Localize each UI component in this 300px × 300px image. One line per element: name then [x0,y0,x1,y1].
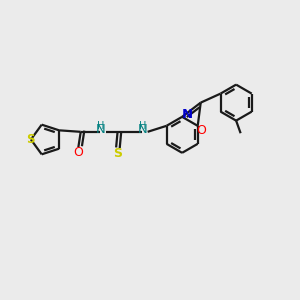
Text: H: H [98,121,105,131]
Text: O: O [73,146,83,159]
Text: O: O [196,124,206,136]
Text: N: N [138,123,147,136]
Text: N: N [96,123,106,136]
Text: H: H [139,121,146,131]
Text: S: S [113,147,122,160]
Text: S: S [26,133,34,146]
Text: N: N [182,108,193,121]
